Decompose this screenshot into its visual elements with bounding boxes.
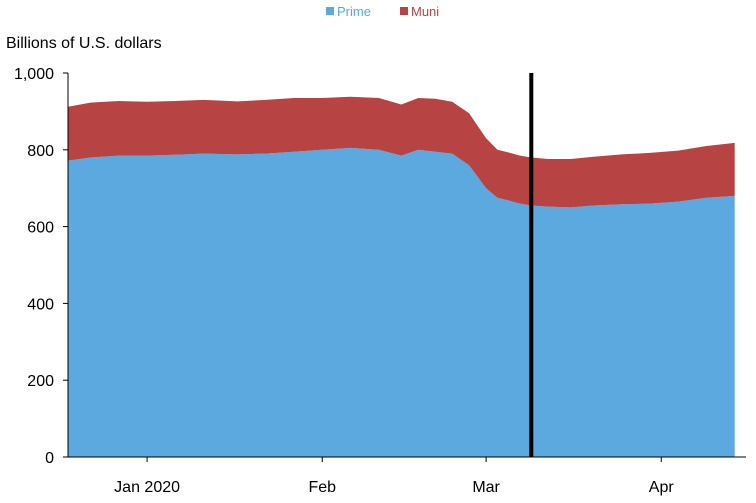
legend-label-muni: Muni (411, 4, 439, 19)
legend-item-prime: Prime (326, 4, 371, 19)
x-tick-label: Feb (308, 479, 336, 496)
y-tick-label: 800 (27, 143, 54, 160)
legend-swatch-prime (326, 7, 334, 15)
y-ticks: 0 200 400 600 800 1,000 (14, 66, 68, 467)
y-tick-label: 0 (45, 450, 54, 467)
legend-label-prime: Prime (337, 4, 371, 19)
plot-areas (68, 96, 735, 457)
y-tick-label: 400 (27, 296, 54, 313)
x-ticks: Jan 2020 Feb Mar Apr (114, 457, 674, 496)
x-tick-label: Apr (649, 479, 675, 496)
x-tick-label: Jan 2020 (114, 479, 180, 496)
y-tick-label: 1,000 (14, 66, 54, 83)
legend-item-muni: Muni (400, 4, 439, 19)
y-tick-label: 600 (27, 220, 54, 237)
legend: Prime Muni (326, 4, 439, 19)
legend-swatch-muni (400, 7, 408, 15)
area-series-muni (68, 96, 735, 208)
y-axis-label: Billions of U.S. dollars (6, 35, 162, 52)
area-series-prime (68, 147, 735, 457)
x-tick-label: Mar (472, 479, 500, 496)
y-tick-label: 200 (27, 373, 54, 390)
